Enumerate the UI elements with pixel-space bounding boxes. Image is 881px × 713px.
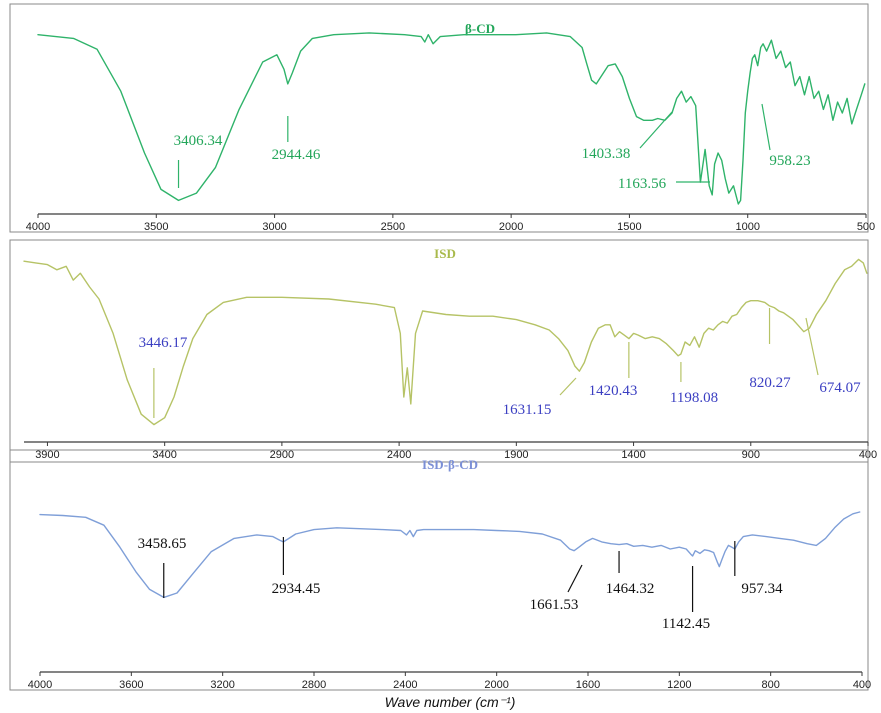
- peak-label: 3458.65: [138, 536, 187, 552]
- x-tick-label: 900: [742, 449, 760, 461]
- isd-beta-cd-spectrum-panel: 4000 3600 3200 2800 2400 2000 1600 1200 800 400 IS…: [9, 449, 871, 691]
- panel-frame: [9, 239, 869, 463]
- peak-label: 1420.43: [589, 383, 638, 399]
- x-tick-label: 1000: [735, 221, 759, 233]
- x-tick-label: 3600: [119, 679, 143, 691]
- peak-label: 3406.34: [174, 133, 223, 149]
- x-tick-label: 2000: [499, 221, 523, 233]
- x-tick-label: 4000: [26, 221, 50, 233]
- panel-title: ISD-β-CD: [422, 457, 478, 472]
- x-tick-label: 1400: [621, 449, 645, 461]
- x-tick-label: 1900: [504, 449, 528, 461]
- peak-label: 1661.53: [530, 597, 579, 613]
- x-tick-label: 2800: [302, 679, 326, 691]
- x-axis-title: Wave number (cm⁻¹): [385, 694, 516, 710]
- x-tick-label: 3900: [35, 449, 59, 461]
- peak-label: 674.07: [819, 380, 861, 396]
- peak-leader-line: [805, 317, 819, 376]
- peak-label: 1198.08: [670, 390, 718, 406]
- peak-label: 1403.38: [582, 146, 631, 162]
- peak-label: 957.34: [741, 581, 783, 597]
- x-tick-label: 2400: [387, 449, 411, 461]
- peak-label: 1631.15: [503, 402, 552, 418]
- peak-label: 1464.32: [606, 581, 655, 597]
- x-tick-label: 1200: [667, 679, 691, 691]
- peak-leader-line: [559, 377, 577, 396]
- x-tick-label: 500: [857, 221, 875, 233]
- spectrum-line: [23, 258, 868, 426]
- x-tick-label: 400: [853, 679, 871, 691]
- x-tick-label: 2500: [381, 221, 405, 233]
- spectrum-line: [37, 32, 866, 205]
- x-tick-label: 4000: [28, 679, 52, 691]
- x-tick-label: 2000: [484, 679, 508, 691]
- x-tick-label: 3000: [262, 221, 286, 233]
- peak-label: 1142.45: [662, 616, 710, 632]
- panel-title: β-CD: [465, 21, 495, 36]
- peak-leader-line: [761, 103, 771, 151]
- peak-leader-line: [639, 111, 673, 149]
- x-tick-label: 1500: [617, 221, 641, 233]
- x-tick-label: 800: [761, 679, 779, 691]
- panel-title: ISD: [434, 246, 456, 261]
- peak-label: 958.23: [769, 153, 810, 169]
- peak-label: 2934.45: [272, 581, 321, 597]
- x-tick-label: 3400: [152, 449, 176, 461]
- peak-leader-line: [567, 564, 583, 593]
- panel-frame: [9, 3, 869, 233]
- x-tick-label: 2900: [270, 449, 294, 461]
- x-tick-label: 1600: [576, 679, 600, 691]
- x-tick-label: 2400: [393, 679, 417, 691]
- beta-cd-spectrum-panel: 4000 3500 3000 2500 2000 1500 1000 500 β-CD 3406.…: [9, 3, 875, 233]
- peak-label: 3446.17: [139, 335, 188, 351]
- panel-frame: [9, 449, 869, 691]
- x-tick-label: 3500: [144, 221, 168, 233]
- peak-label: 2944.46: [272, 147, 321, 163]
- peak-label: 1163.56: [618, 176, 667, 192]
- spectrum-line: [39, 511, 861, 599]
- x-tick-label: 3200: [210, 679, 234, 691]
- peak-label: 820.27: [749, 375, 791, 391]
- isd-spectrum-panel: 3900 3400 2900 2400 1900 1400 900 400ISD3446.17…: [9, 239, 877, 463]
